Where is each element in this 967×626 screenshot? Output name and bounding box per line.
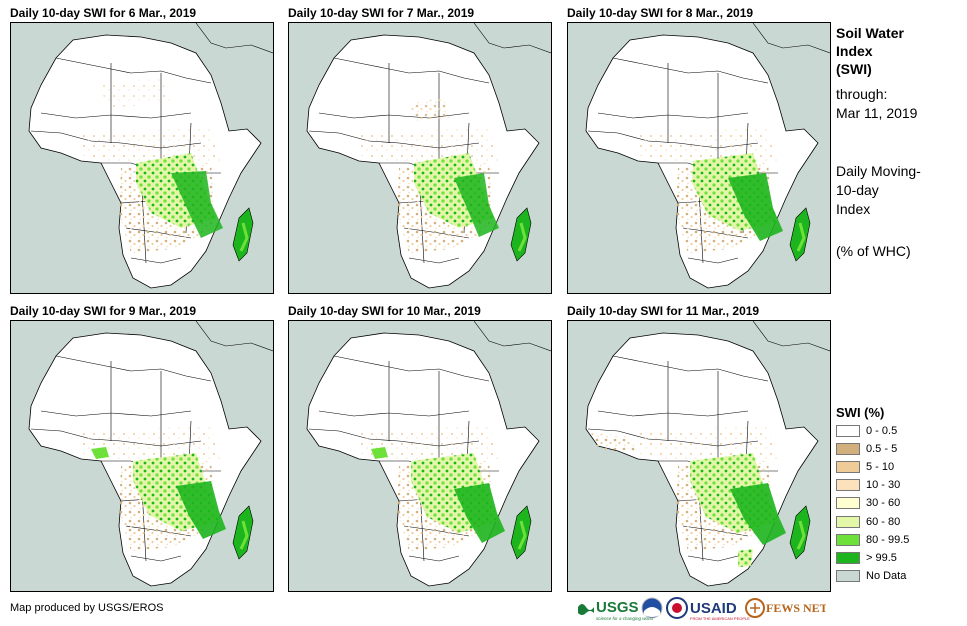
legend-item: No Data: [836, 567, 962, 585]
legend-item: 0.5 - 5: [836, 440, 962, 458]
legend-swatch: [836, 479, 860, 492]
swi-map: [567, 320, 831, 592]
svg-text:FEWS NET: FEWS NET: [766, 601, 826, 615]
legend-item: 80 - 99.5: [836, 531, 962, 549]
legend-swatch: [836, 461, 860, 474]
panel-title: Daily 10-day SWI for 7 Mar., 2019: [288, 6, 475, 20]
swi-panel-5: Daily 10-day SWI for 10 Mar., 2019: [288, 302, 552, 592]
africa-map-shape: [28, 23, 273, 289]
swi-map: [288, 22, 552, 294]
agency-logos: USGS science for a changing world USAID …: [578, 597, 826, 621]
panel-title: Daily 10-day SWI for 8 Mar., 2019: [567, 6, 754, 20]
unit-label: (% of WHC): [836, 243, 911, 259]
africa-map-shape: [306, 321, 551, 587]
africa-map-shape: [28, 321, 273, 587]
legend-swatch: [836, 533, 860, 546]
credit-text: Map produced by USGS/EROS: [10, 602, 164, 614]
legend-swatch: [836, 425, 860, 438]
swi-panel-2: Daily 10-day SWI for 7 Mar., 2019: [288, 4, 552, 294]
legend-swatch: [836, 551, 860, 564]
panel-title: Daily 10-day SWI for 11 Mar., 2019: [567, 304, 760, 318]
panel-title: Daily 10-day SWI for 6 Mar., 2019: [10, 6, 197, 20]
through-date: through: Mar 11, 2019: [836, 86, 918, 121]
legend-title: SWI (%): [836, 405, 885, 420]
svg-text:science for a changing world: science for a changing world: [596, 616, 654, 621]
africa-map-shape: [306, 23, 551, 289]
legend-swatch: [836, 515, 860, 528]
legend-swatch: [836, 569, 860, 582]
legend-item: 60 - 80: [836, 512, 962, 530]
africa-map-shape: [585, 321, 830, 587]
legend-item: > 99.5: [836, 549, 962, 567]
legend-item: 0 - 0.5: [836, 422, 962, 440]
usgs-logo: USGS science for a changing world: [578, 599, 654, 621]
svg-text:USGS: USGS: [596, 599, 639, 616]
index-title: Soil Water Index (SWI): [836, 25, 904, 77]
fewsnet-logo: FEWS NET: [745, 598, 826, 618]
swi-panel-4: Daily 10-day SWI for 9 Mar., 2019: [10, 302, 274, 592]
swi-map: [567, 22, 831, 294]
noaa-logo: [641, 597, 663, 619]
svg-text:USAID: USAID: [690, 600, 737, 617]
panel-title: Daily 10-day SWI for 10 Mar., 2019: [288, 304, 481, 318]
legend-item: 10 - 30: [836, 476, 962, 494]
panel-title: Daily 10-day SWI for 9 Mar., 2019: [10, 304, 197, 318]
legend-swatch: [836, 497, 860, 510]
legend-item: 30 - 60: [836, 494, 962, 512]
usaid-logo: USAID FROM THE AMERICAN PEOPLE: [690, 600, 750, 621]
swi-panel-1: Daily 10-day SWI for 6 Mar., 2019: [10, 4, 274, 294]
swi-legend: SWI (%) 0 - 0.5 0.5 - 5 5 - 10 10 - 30 3…: [836, 404, 962, 585]
usaid-seal: [666, 597, 688, 619]
swi-panel-3: Daily 10-day SWI for 8 Mar., 2019: [567, 4, 831, 294]
index-description: Daily Moving- 10-day Index: [836, 163, 921, 217]
swi-map: [10, 22, 274, 294]
swi-map: [10, 320, 274, 592]
legend-swatch: [836, 443, 860, 456]
swi-panel-6: Daily 10-day SWI for 11 Mar., 2019: [567, 302, 831, 592]
africa-map-shape: [585, 23, 830, 289]
swi-map: [288, 320, 552, 592]
legend-item: 5 - 10: [836, 458, 962, 476]
svg-text:FROM THE AMERICAN PEOPLE: FROM THE AMERICAN PEOPLE: [690, 616, 750, 621]
